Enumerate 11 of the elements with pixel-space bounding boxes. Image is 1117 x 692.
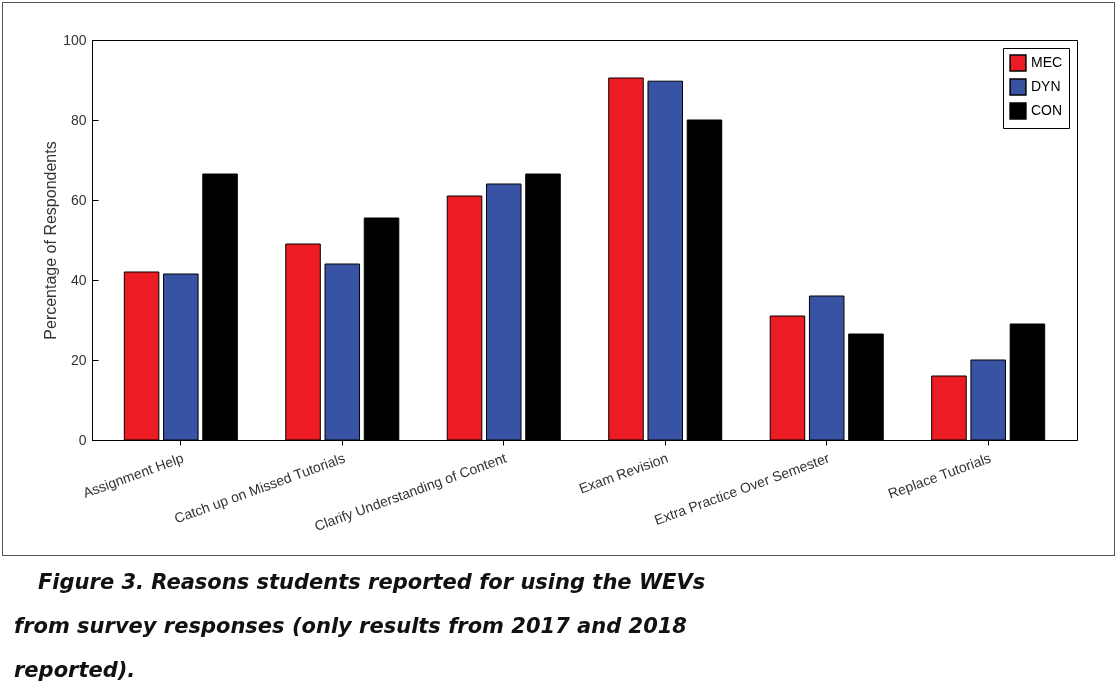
- y-axis-title: Percentage of Respondents: [42, 141, 60, 340]
- legend-label: DYN: [1031, 78, 1061, 94]
- y-tick-label: 100: [63, 31, 87, 48]
- legend-label: CON: [1031, 102, 1063, 118]
- y-tick-label: 60: [70, 191, 87, 208]
- y-tick-label: 0: [78, 431, 87, 448]
- caption: Figure 3. Reasons students reported for using the WEVs from survey responses (only results from 2017 and 2018 reported).: [14, 569, 707, 684]
- legend-label: MEC: [1031, 54, 1063, 70]
- y-tick-label: 40: [70, 271, 87, 288]
- y-tick-label: 80: [70, 111, 87, 128]
- y-tick-label: 20: [70, 351, 87, 368]
